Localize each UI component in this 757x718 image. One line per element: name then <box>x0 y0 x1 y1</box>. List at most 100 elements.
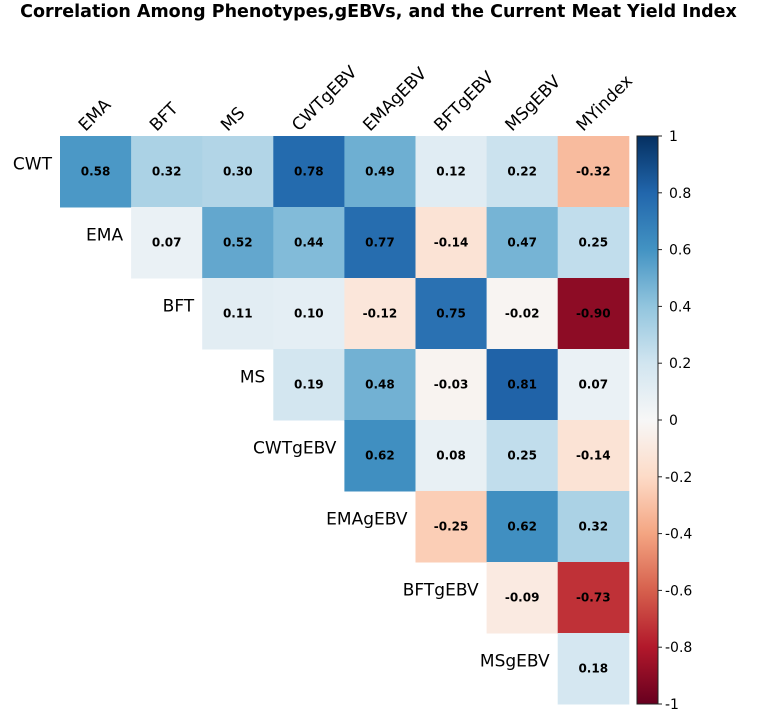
heatmap-cell <box>202 136 274 208</box>
cell-value-label: 0.10 <box>294 307 324 321</box>
row-label: BFT <box>163 297 195 317</box>
column-label: BFT <box>146 99 183 136</box>
heatmap-cell <box>557 491 630 563</box>
cell-value-label: -0.14 <box>576 449 611 463</box>
column-label: MYindex <box>573 71 637 135</box>
heatmap-cell <box>344 420 416 492</box>
heatmap-cells: 0.58 0.32 0.30 0.78 0.49 0.12 0.22 -0.32 0.07 0.5… <box>60 136 630 705</box>
colorbar: 1 0.8 0.6 0.4 0.2 0 -0.2 -0.4 -0.6 -0.8 -1 <box>636 129 692 713</box>
cell-value-label: 0.07 <box>578 378 608 392</box>
cell-value-label: 0.25 <box>507 449 537 463</box>
cell-value-label: 0.12 <box>436 165 466 179</box>
heatmap-cell <box>273 136 345 208</box>
colorbar-tick-label: 0 <box>669 413 678 429</box>
colorbar-tick-label: -0.6 <box>665 583 692 599</box>
heatmap-cell <box>273 207 345 279</box>
colorbar-tick-label: 0.4 <box>669 299 691 315</box>
cell-value-label: 0.18 <box>578 662 608 676</box>
cell-value-label: 0.19 <box>294 378 324 392</box>
colorbar-gradient <box>636 135 659 705</box>
cell-value-label: 0.81 <box>507 378 537 392</box>
heatmap-cell <box>486 562 559 634</box>
colorbar-tick-label: 0.2 <box>669 356 691 372</box>
cell-value-label: 0.49 <box>365 165 395 179</box>
heatmap-cell <box>557 207 630 279</box>
colorbar-tick-label: -0.2 <box>665 470 692 486</box>
row-labels: CWT EMA BFT MS CWTgEBV EMAgEBV BFTgEBV MSgEBV <box>13 155 550 672</box>
row-label: BFTgEBV <box>403 581 479 601</box>
cell-value-label: 0.08 <box>436 449 466 463</box>
colorbar-tick-label: -1 <box>665 697 679 713</box>
cell-value-label: 0.44 <box>294 236 324 250</box>
row-label: MS <box>240 368 265 388</box>
colorbar-tick-label: 0.6 <box>669 243 691 259</box>
cell-value-label: 0.62 <box>365 449 395 463</box>
cell-value-label: -0.14 <box>434 236 469 250</box>
heatmap-cell <box>557 349 630 421</box>
colorbar-tick-label: 1 <box>669 129 678 145</box>
cell-value-label: 0.77 <box>365 236 395 250</box>
cell-value-label: 0.22 <box>507 165 537 179</box>
cell-value-label: -0.32 <box>576 165 611 179</box>
heatmap-cell <box>202 278 274 350</box>
cell-value-label: 0.78 <box>294 165 324 179</box>
colorbar-tick-label: -0.8 <box>665 640 692 656</box>
cell-value-label: 0.52 <box>223 236 253 250</box>
row-label: EMA <box>86 226 123 246</box>
heatmap-cell <box>486 136 559 208</box>
column-label: EMAgEBV <box>359 64 431 136</box>
heatmap-cell <box>486 491 559 563</box>
heatmap-cell <box>557 633 630 705</box>
cell-value-label: 0.48 <box>365 378 395 392</box>
heatmap-cell <box>273 349 345 421</box>
cell-value-label: -0.73 <box>576 591 611 605</box>
heatmap-cell <box>202 207 274 279</box>
heatmap-cell <box>557 562 630 634</box>
column-label: MS <box>217 103 249 135</box>
cell-value-label: 0.62 <box>507 520 537 534</box>
column-label: MSgEBV <box>502 72 566 136</box>
heatmap-cell <box>415 207 488 279</box>
heatmap-cell <box>486 207 559 279</box>
heatmap-cell <box>131 136 203 208</box>
row-label: CWT <box>13 155 53 175</box>
cell-value-label: 0.58 <box>81 165 111 179</box>
heatmap-cell <box>486 420 559 492</box>
chart-title: Correlation Among Phenotypes,gEBVs, and … <box>20 2 737 22</box>
heatmap-cell <box>60 136 132 208</box>
cell-value-label: 0.07 <box>152 236 182 250</box>
cell-value-label: -0.90 <box>576 307 611 321</box>
column-label: BFTgEBV <box>430 68 498 136</box>
cell-value-label: 0.11 <box>223 307 253 321</box>
heatmap-cell <box>557 278 630 350</box>
cell-value-label: -0.12 <box>363 307 398 321</box>
cell-value-label: -0.09 <box>505 591 540 605</box>
column-label: EMA <box>75 95 116 136</box>
heatmap-cell <box>486 349 559 421</box>
row-label: EMAgEBV <box>326 510 408 530</box>
heatmap-cell <box>415 278 488 350</box>
row-label: MSgEBV <box>480 652 550 672</box>
cell-value-label: 0.75 <box>436 307 466 321</box>
cell-value-label: -0.25 <box>434 520 469 534</box>
colorbar-tick-label: 0.8 <box>669 186 691 202</box>
heatmap-cell <box>415 136 488 208</box>
heatmap-cell <box>344 278 416 350</box>
heatmap-cell <box>344 349 416 421</box>
cell-value-label: -0.03 <box>434 378 469 392</box>
row-label: CWTgEBV <box>253 439 337 459</box>
heatmap-cell <box>273 278 345 350</box>
heatmap-cell <box>486 278 559 350</box>
cell-value-label: 0.47 <box>507 236 537 250</box>
heatmap-cell <box>557 136 630 208</box>
heatmap-cell <box>415 420 488 492</box>
heatmap-cell <box>415 491 488 563</box>
cell-value-label: 0.32 <box>578 520 608 534</box>
heatmap-cell <box>131 207 203 279</box>
cell-value-label: 0.25 <box>578 236 608 250</box>
heatmap-cell <box>557 420 630 492</box>
colorbar-tick-label: -0.4 <box>665 527 692 543</box>
heatmap-cell <box>344 207 416 279</box>
